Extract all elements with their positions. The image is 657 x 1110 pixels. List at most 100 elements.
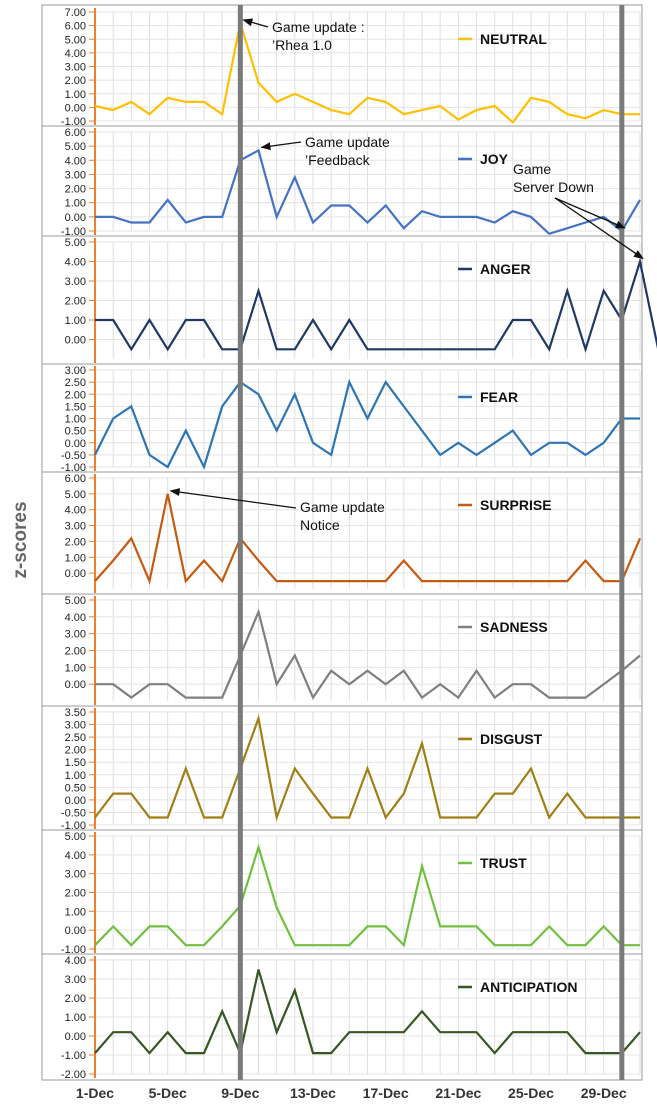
data-point [312,944,314,946]
data-point [148,580,150,582]
data-point [584,454,586,456]
data-point [366,97,368,99]
y-tick-label: 4.00 [65,505,86,517]
y-tick-label: 5.00 [65,141,86,153]
y-tick-label: 0.00 [65,1031,86,1043]
data-point [439,816,441,818]
data-point [602,580,604,582]
data-point [148,925,150,927]
panel-disgust: -1.00-0.500.000.501.001.502.002.503.003.… [42,706,642,832]
data-point [148,221,150,223]
data-point [257,559,259,561]
data-point [294,393,296,395]
data-point [421,429,423,431]
y-tick-label: 5.00 [65,34,86,46]
y-tick-label: 1.00 [65,198,86,210]
y-tick-label: 2.50 [65,377,86,389]
data-point [566,1031,568,1033]
y-tick-label: 1.00 [65,1012,86,1024]
data-point [548,580,550,582]
data-point [203,319,205,321]
data-point [566,792,568,794]
data-point [185,767,187,769]
y-tick-label: 6.00 [65,21,86,33]
data-point [366,580,368,582]
y-axis-title: z-scores [10,501,31,578]
data-point [530,319,532,321]
data-point [366,417,368,419]
annotation: Game update’Feedback [262,134,391,168]
data-point [148,1052,150,1054]
data-point [475,670,477,672]
data-point [366,925,368,927]
data-point [148,319,150,321]
data-point [94,944,96,946]
data-point [421,210,423,212]
data-point [166,348,168,350]
data-point [330,670,332,672]
data-point [548,925,550,927]
data-point [294,654,296,656]
data-point [275,429,277,431]
data-point [403,559,405,561]
data-point [112,109,114,111]
data-point [185,1052,187,1054]
y-tick-label: -1.00 [61,1050,86,1062]
y-tick-label: 0.00 [65,212,86,224]
data-point [185,696,187,698]
data-point [257,393,259,395]
data-point [294,93,296,95]
data-point [403,405,405,407]
data-point [475,1031,477,1033]
data-point [112,216,114,218]
data-point [112,559,114,561]
y-tick-label: 5.00 [65,237,86,249]
data-point [148,816,150,818]
data-point [512,944,514,946]
data-point [457,580,459,582]
annotation-text: Game update : [272,19,365,35]
y-tick-label: 0.00 [65,925,86,937]
series-line-anger [95,262,657,350]
data-point [384,1031,386,1033]
data-point [639,113,641,115]
data-point [566,442,568,444]
y-tick-label: 4.00 [65,155,86,167]
data-point [421,580,423,582]
data-point [330,1052,332,1054]
data-point [530,216,532,218]
data-point [312,101,314,103]
data-point [366,670,368,672]
data-point [166,1031,168,1033]
data-point [130,348,132,350]
data-point [475,580,477,582]
data-point [330,348,332,350]
data-point [185,944,187,946]
data-point [257,717,259,719]
data-point [112,683,114,685]
y-tick-label: 3.00 [65,365,86,377]
data-point [348,944,350,946]
data-point [584,1052,586,1054]
data-point [203,559,205,561]
y-tick-label: 3.00 [65,720,86,732]
data-point [130,1031,132,1033]
data-point [112,319,114,321]
annotation-text: Game update [305,134,390,150]
y-tick-label: 1.00 [65,89,86,101]
y-tick-label: 1.50 [65,757,86,769]
data-point [112,1031,114,1033]
data-point [475,109,477,111]
y-tick-label: 0.00 [65,679,86,691]
data-point [639,1031,641,1033]
data-point [221,405,223,407]
data-point [584,944,586,946]
y-tick-label: 1.50 [65,401,86,413]
data-point [312,580,314,582]
data-point [221,580,223,582]
legend-label: ANTICIPATION [480,979,577,995]
data-point [366,767,368,769]
data-point [548,233,550,235]
data-point [512,210,514,212]
